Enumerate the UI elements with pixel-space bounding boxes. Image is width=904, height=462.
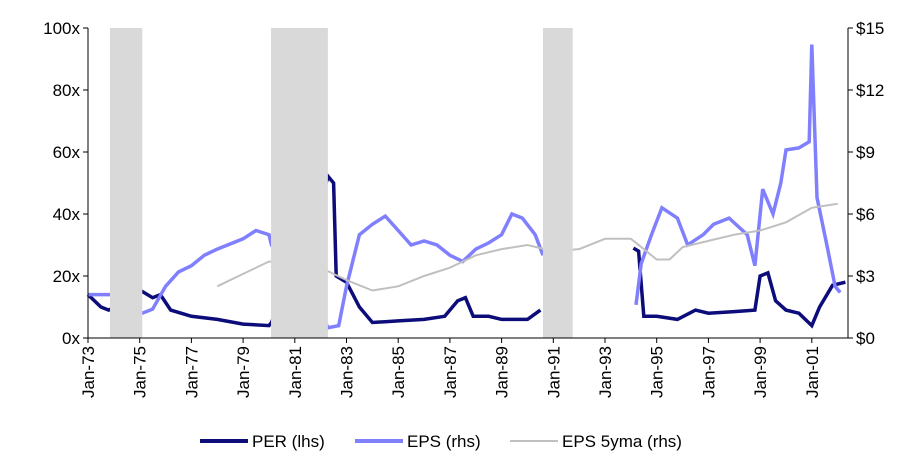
y2-tick-label: $0 [856,329,875,348]
x-tick-label: Jan-83 [338,346,357,398]
x-tick-label: Jan-89 [493,346,512,398]
y-tick-label: 80x [53,81,81,100]
x-tick-label: Jan-91 [544,346,563,398]
series-line [88,44,842,330]
shaded-band [271,28,328,338]
series-line [86,173,846,329]
x-tick-label: Jan-87 [441,346,460,398]
y2-tick-label: $3 [856,267,875,286]
y2-tick-label: $15 [856,19,884,38]
shaded-band [542,28,573,338]
legend-label: EPS 5yma (rhs) [562,432,682,451]
y-tick-label: 0x [62,329,80,348]
x-tick-label: Jan-99 [751,346,770,398]
shaded-band [109,28,143,338]
legend-label: EPS (rhs) [407,432,481,451]
x-tick-label: Jan-81 [286,346,305,398]
x-tick-label: Jan-97 [699,346,718,398]
y-tick-label: 100x [43,19,80,38]
y2-tick-label: $12 [856,81,884,100]
x-tick-label: Jan-95 [648,346,667,398]
y2-tick-label: $6 [856,205,875,224]
x-tick-label: Jan-93 [596,346,615,398]
y-tick-label: 40x [53,205,81,224]
y-tick-label: 20x [53,267,81,286]
x-tick-label: Jan-75 [131,346,150,398]
x-tick-label: Jan-85 [389,346,408,398]
x-tick-label: Jan-01 [803,346,822,398]
x-tick-label: Jan-79 [234,346,253,398]
y2-tick-label: $9 [856,143,875,162]
x-tick-label: Jan-77 [182,346,201,398]
y-tick-label: 60x [53,143,81,162]
legend-label: PER (lhs) [252,432,325,451]
x-tick-label: Jan-73 [79,346,98,398]
